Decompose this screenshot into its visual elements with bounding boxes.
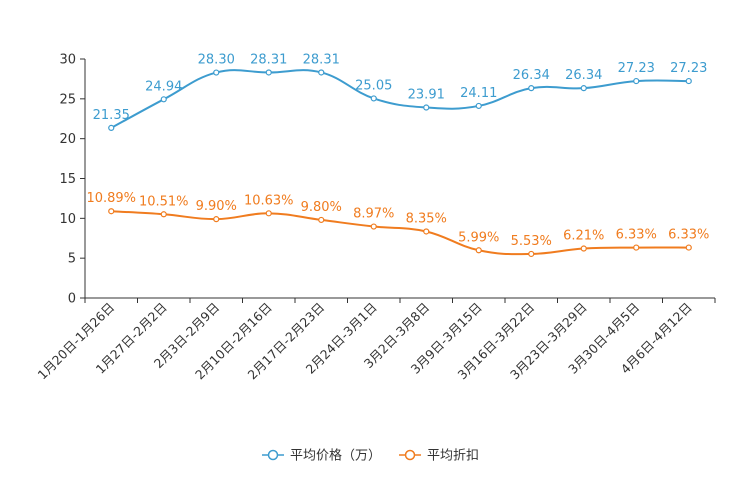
data-point xyxy=(108,124,115,132)
data-point xyxy=(265,210,272,217)
data-label: 24.94 xyxy=(145,79,182,94)
series-2: 10.89% 10.51% 9.90% 10.63% 9.80% 8.97% 8.35% 5.… xyxy=(86,191,709,258)
data-point xyxy=(160,211,167,218)
data-point xyxy=(528,85,535,92)
data-point xyxy=(475,102,482,110)
y-tick-label: 0 xyxy=(68,292,76,307)
data-label: 26.34 xyxy=(513,68,550,83)
y-tick-label: 25 xyxy=(59,92,76,107)
data-point xyxy=(370,95,377,102)
data-point xyxy=(633,244,640,251)
series-layer: 21.35 24.94 28.30 28.31 28.31 25.05 23.91 24.11… xyxy=(86,52,709,258)
legend-item-1: 平均价格（万） xyxy=(262,448,381,464)
data-point xyxy=(213,69,220,76)
legend-marker xyxy=(404,449,416,461)
data-label: 28.31 xyxy=(303,52,340,67)
data-label: 8.97% xyxy=(353,207,394,222)
data-label: 26.34 xyxy=(565,68,602,83)
legend: 平均价格（万） 平均折扣 xyxy=(262,448,479,464)
data-label: 5.53% xyxy=(511,234,552,249)
data-point xyxy=(318,216,325,224)
data-label: 6.33% xyxy=(616,228,657,243)
y-tick-label: 30 xyxy=(59,53,76,68)
series-line xyxy=(110,69,689,129)
data-point xyxy=(108,208,115,215)
data-point xyxy=(685,244,692,251)
data-label: 10.51% xyxy=(139,194,189,209)
y-tick-label: 10 xyxy=(59,212,76,227)
data-point xyxy=(580,85,587,92)
data-point xyxy=(528,250,535,258)
data-label: 23.91 xyxy=(408,88,445,103)
data-label: 28.30 xyxy=(198,53,235,68)
data-label: 21.35 xyxy=(93,108,130,123)
data-point xyxy=(265,69,272,76)
data-point xyxy=(423,104,430,111)
data-point xyxy=(685,77,692,85)
data-label: 24.11 xyxy=(460,86,497,101)
data-point xyxy=(633,77,640,85)
data-label: 8.35% xyxy=(406,211,447,226)
y-tick-label: 15 xyxy=(59,172,76,187)
data-label: 27.23 xyxy=(618,61,655,76)
y-tick-label: 5 xyxy=(68,252,76,267)
data-point xyxy=(318,69,325,76)
legend-label: 平均折扣 xyxy=(427,449,479,464)
data-label: 6.33% xyxy=(668,228,709,243)
data-label: 10.63% xyxy=(244,193,294,208)
series-line xyxy=(111,210,689,256)
data-label: 9.80% xyxy=(301,200,342,215)
y-tick-label: 20 xyxy=(59,132,76,147)
data-label: 25.05 xyxy=(355,78,392,93)
data-label: 5.99% xyxy=(458,230,499,245)
data-label: 28.31 xyxy=(250,52,287,67)
data-point xyxy=(160,96,167,103)
data-point xyxy=(475,247,482,254)
legend-item-2: 平均折扣 xyxy=(399,449,479,464)
data-label: 10.89% xyxy=(86,191,136,206)
data-point xyxy=(213,216,220,223)
series-1: 21.35 24.94 28.30 28.31 28.31 25.05 23.91 24.11… xyxy=(93,52,707,132)
data-label: 27.23 xyxy=(670,61,707,76)
data-point xyxy=(423,228,430,235)
data-point xyxy=(370,223,377,230)
data-label: 6.21% xyxy=(563,229,604,244)
legend-marker xyxy=(267,449,279,461)
data-label: 9.90% xyxy=(196,199,237,214)
data-point xyxy=(580,245,587,252)
legend-label: 平均价格（万） xyxy=(290,448,381,464)
